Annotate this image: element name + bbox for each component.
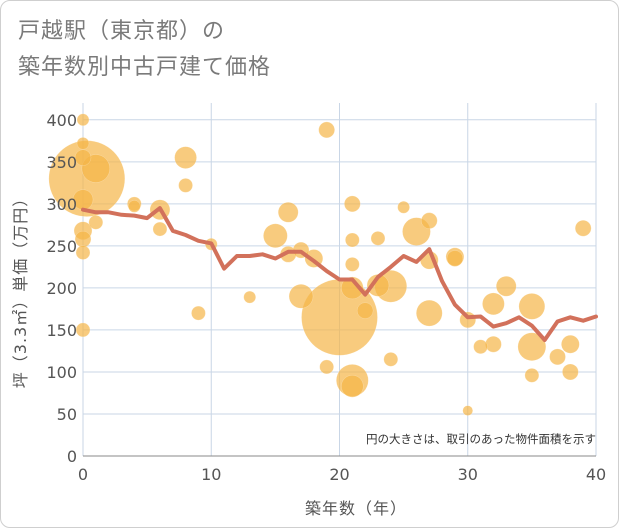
x-tick-label: 20 <box>329 465 349 484</box>
y-axis-title: 坪（3.3㎡）単価（万円） <box>11 190 30 388</box>
bubble-point <box>370 231 386 246</box>
y-tick-label: 300 <box>46 195 77 214</box>
bubble-point <box>344 195 361 213</box>
bubble-point <box>74 149 92 166</box>
trend-line <box>81 206 598 342</box>
y-tick-label: 200 <box>46 279 77 298</box>
bubble-point <box>561 334 580 354</box>
bubble-point <box>263 223 288 249</box>
bubble-point <box>356 302 374 319</box>
x-tick-label: 30 <box>458 465 478 484</box>
bubble-point <box>152 221 168 237</box>
bubble-point <box>277 202 299 223</box>
bubble-point <box>74 230 92 248</box>
chart-title: 戸越駅（東京都）の 築年数別中古戸建て価格 <box>18 14 271 86</box>
bubble-point <box>288 284 314 309</box>
x-tick-label: 40 <box>586 465 606 484</box>
bubble-point <box>76 113 90 127</box>
bubble-series <box>48 113 592 416</box>
bubble-point <box>524 368 540 383</box>
bubble-point <box>446 250 464 267</box>
bubble-point <box>473 339 488 354</box>
bubble-point <box>562 363 579 381</box>
y-tick-label: 350 <box>46 153 77 172</box>
bubble-point <box>341 276 364 300</box>
x-tick-label: 10 <box>201 465 221 484</box>
trend-series <box>81 206 598 342</box>
title-line-1: 戸越駅（東京都）の <box>18 19 226 44</box>
x-axis-title: 築年数（年） <box>305 499 407 518</box>
bubble-point <box>421 212 438 229</box>
bubble-point <box>366 274 390 297</box>
x-tick-label: 0 <box>78 465 88 484</box>
bubble-point <box>517 332 547 361</box>
y-tick-label: 100 <box>46 363 77 382</box>
y-tick-label: 150 <box>46 321 77 340</box>
bubble-point <box>345 257 360 272</box>
bubble-point <box>462 405 473 416</box>
bubble-point <box>495 275 517 297</box>
y-axis-ticks: 0 50 100 150 200 250 300 350 400 <box>46 111 77 466</box>
bubble-point <box>482 292 505 316</box>
bubble-point <box>397 200 410 214</box>
bubble-point <box>174 146 197 169</box>
bubble-point <box>345 232 360 248</box>
bubble-point <box>75 322 91 338</box>
bubble-point <box>88 215 104 230</box>
title-line-2: 築年数別中古戸建て価格 <box>18 55 272 80</box>
bubble-size-note: 円の大きさは、取引のあった物件面積を示す <box>366 432 596 446</box>
bubble-point <box>191 305 206 321</box>
bubble-point <box>485 335 502 353</box>
bubble-point <box>128 200 141 213</box>
bubble-point <box>178 178 193 193</box>
bubble-point <box>318 121 335 139</box>
bubble-point <box>549 348 566 366</box>
bubble-point <box>341 374 364 398</box>
bubble-point <box>518 293 546 320</box>
y-tick-label: 0 <box>67 447 77 466</box>
bubble-point <box>383 352 399 367</box>
y-tick-label: 50 <box>57 405 77 424</box>
y-tick-label: 250 <box>46 237 77 256</box>
bubble-point <box>319 359 334 375</box>
bubble-point <box>243 290 256 304</box>
bubble-point <box>416 299 443 327</box>
bubble-point <box>76 137 90 150</box>
x-axis-ticks: 0 10 20 30 40 <box>78 465 606 484</box>
bubble-point <box>574 219 592 237</box>
y-tick-label: 400 <box>46 111 77 130</box>
bubble-point <box>75 245 91 260</box>
